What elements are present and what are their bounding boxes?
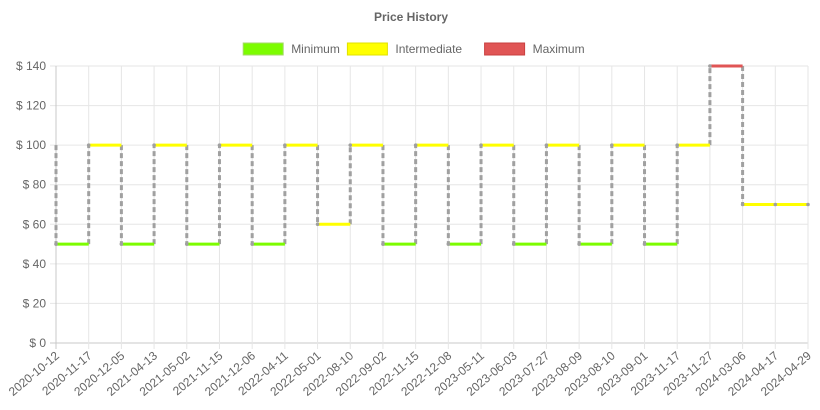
y-tick-label: $ 80	[23, 178, 47, 192]
data-point	[577, 242, 581, 246]
data-point	[511, 242, 516, 246]
grid-lines	[50, 65, 809, 349]
data-point	[250, 242, 254, 246]
data-point	[675, 143, 680, 147]
y-tick-label: $ 20	[23, 296, 47, 310]
data-point	[217, 143, 222, 147]
data-point	[773, 202, 778, 207]
legend-label: Minimum	[291, 42, 340, 56]
data-point	[184, 242, 189, 246]
legend-swatch	[346, 42, 388, 56]
y-tick-label: $ 100	[16, 138, 46, 152]
data-point	[315, 222, 320, 227]
y-tick-label: $ 140	[16, 59, 46, 73]
y-tick-label: $ 40	[23, 257, 47, 271]
data-point	[54, 242, 58, 246]
legend-label: Intermediate	[395, 42, 462, 56]
y-tick-label: $ 60	[23, 217, 47, 231]
y-tick-label: $ 0	[29, 336, 46, 350]
data-point	[544, 143, 549, 147]
legend-swatch	[242, 42, 284, 56]
legend-swatch	[484, 42, 526, 56]
data-point	[479, 143, 483, 147]
legend: Minimum Intermediate Maximum	[242, 42, 585, 56]
legend-label: Maximum	[533, 42, 585, 56]
data-point	[806, 202, 810, 207]
data-point	[86, 143, 91, 147]
legend-item-intermediate[interactable]: Intermediate	[346, 42, 462, 56]
legend-item-maximum[interactable]: Maximum	[484, 42, 585, 56]
y-axis-ticks: $ 0 $ 20 $ 40 $ 60 $ 80 $ 100 $ 120 $ 140	[16, 59, 46, 350]
connector-lines	[54, 66, 745, 245]
data-point	[381, 242, 385, 246]
data-point	[152, 143, 156, 147]
legend-item-minimum[interactable]: Minimum	[242, 42, 340, 56]
data-point	[708, 64, 712, 68]
data-point	[642, 242, 647, 246]
data-point	[610, 143, 614, 147]
chart-title: Price History	[374, 10, 448, 24]
data-point	[283, 143, 287, 147]
data-point	[740, 202, 745, 207]
data-point	[119, 242, 124, 246]
data-point	[446, 242, 451, 246]
x-axis-ticks: 2020-10-122020-11-172020-12-052021-04-13…	[6, 348, 814, 398]
data-point	[413, 143, 418, 147]
price-steps	[54, 64, 810, 246]
y-tick-label: $ 120	[16, 99, 46, 113]
data-point	[348, 143, 353, 147]
